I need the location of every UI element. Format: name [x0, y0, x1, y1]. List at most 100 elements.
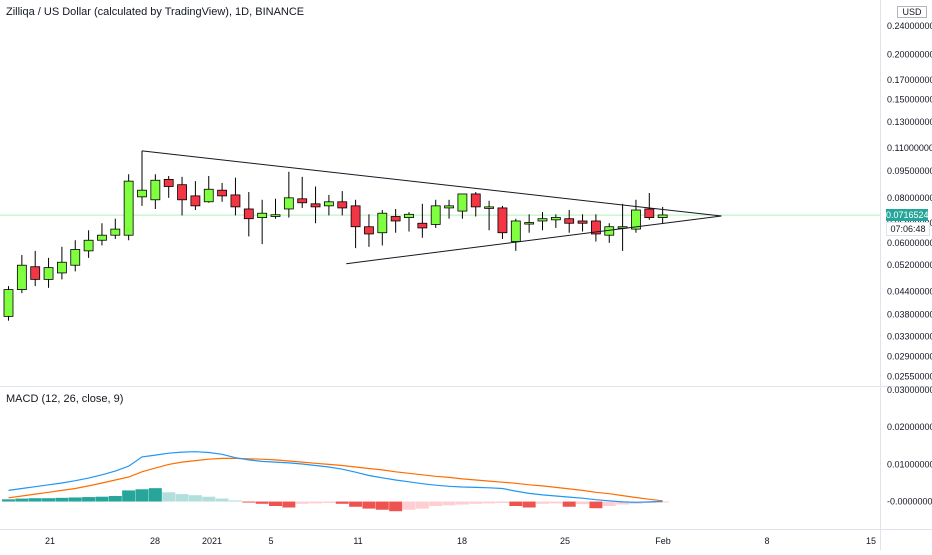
macd-histogram-bar [656, 501, 670, 503]
price-axis-tick-label: 0.03300000 [887, 331, 932, 341]
macd-histogram-bar [509, 501, 523, 507]
candle-up [137, 189, 147, 198]
time-axis-tick-label: 15 [866, 536, 876, 546]
macd-histogram-bar [549, 501, 563, 504]
macd-histogram-bar [589, 501, 603, 509]
time-axis-tick-label: 25 [560, 536, 570, 546]
candle-up [97, 234, 107, 241]
price-axis-tick-label: 0.05200000 [887, 260, 932, 270]
macd-histogram-bar [309, 501, 323, 504]
candle-down [364, 226, 374, 235]
macd-histogram-bar [442, 501, 456, 506]
candle-up [457, 193, 468, 212]
price-axis-tick-label: 0.13000000 [887, 117, 932, 127]
macd-histogram-bar [108, 495, 122, 502]
macd-histogram-bar [562, 501, 576, 507]
macd-histogram-bar [175, 494, 189, 502]
candle-up [524, 222, 535, 225]
macd-histogram-bar [269, 501, 282, 507]
macd-histogram-bar [2, 499, 15, 502]
candle-up [631, 209, 641, 230]
macd-histogram-bar [255, 501, 269, 504]
macd-histogram-bar [68, 497, 82, 502]
candle-up [57, 261, 67, 274]
candle-down [177, 184, 187, 201]
macd-histogram-bar [469, 501, 483, 504]
price-axis-tick-label: 0.09500000 [887, 166, 932, 176]
last-price-tag: 0.07165246 [886, 209, 932, 221]
candle-up [43, 267, 54, 280]
macd-histogram-bar [95, 496, 109, 502]
candle-down [310, 203, 321, 208]
macd-histogram-bar [415, 501, 429, 509]
candle-down [243, 208, 254, 220]
macd-histogram-bar [536, 501, 549, 504]
macd-histogram-bar [389, 501, 403, 512]
time-axis-tick-label: 21 [45, 536, 55, 546]
price-axis-tick-label: 0.08000000 [887, 193, 932, 203]
macd-histogram-bar [429, 501, 443, 507]
macd-histogram-bar [228, 500, 242, 502]
candle-down [163, 178, 174, 187]
candle-down [417, 222, 428, 229]
time-axis-tick-label: 18 [457, 536, 467, 546]
candle-down [497, 207, 508, 234]
macd-histogram-bar [335, 501, 349, 504]
price-axis-tick-label: 0.11000000 [887, 143, 932, 153]
macd-histogram-bar [82, 497, 96, 502]
price-axis-tick-label: 0.02900000 [887, 352, 932, 362]
candle-up [377, 212, 388, 234]
macd-histogram-bar [135, 489, 149, 502]
candle-up [123, 180, 134, 236]
macd-histogram-bar [122, 490, 136, 502]
candle-up [270, 214, 281, 217]
macd-histogram-bar [15, 498, 29, 502]
macd-histogram-bar [55, 497, 69, 502]
macd-axis-tick-label: 0.01000000 [887, 459, 932, 469]
macd-histogram-bar [602, 501, 616, 507]
price-axis-tick-label: 0.24000000 [887, 21, 932, 31]
macd-histogram-bar [576, 501, 590, 505]
candle-up [16, 264, 27, 290]
candle-down [577, 220, 588, 224]
price-axis-tick-label: 0.20000000 [887, 49, 932, 59]
macd-histogram-bar [215, 498, 229, 502]
candle-up [257, 212, 268, 219]
candle-down [564, 218, 575, 224]
price-axis-tick-label: 0.17000000 [887, 75, 932, 85]
macd-histogram-bar [495, 501, 509, 504]
candle-up [404, 213, 414, 219]
candle-up [444, 205, 454, 209]
macd-histogram-bar [282, 501, 296, 508]
macd-histogram-bar [162, 492, 176, 502]
candle-up [83, 239, 94, 252]
price-axis-tick-label: 0.15000000 [887, 94, 932, 104]
countdown-tag: 07:06:48 [886, 222, 930, 236]
macd-signal-line [8, 457, 663, 502]
candle-up [484, 206, 495, 209]
macd-histogram-bar [295, 501, 309, 504]
time-axis-tick-label: 28 [150, 536, 160, 546]
candle-down [230, 194, 241, 208]
candle-down [644, 208, 655, 219]
candle-down [30, 266, 41, 280]
candle-down [591, 220, 601, 235]
candle-down [217, 189, 228, 197]
candle-up [70, 249, 81, 266]
candle-down [470, 193, 481, 208]
currency-label[interactable]: USD [897, 6, 927, 18]
time-axis-tick-label: 8 [764, 536, 769, 546]
candle-down [350, 205, 361, 228]
macd-histogram-bar [202, 496, 216, 502]
macd-indicator-title[interactable]: MACD (12, 26, close, 9) [6, 393, 124, 405]
macd-histogram-bar [616, 501, 630, 505]
macd-histogram-bar [42, 498, 56, 502]
price-axis-tick-label: 0.02550000 [887, 372, 932, 382]
candle-up [150, 179, 161, 201]
macd-histogram-bar [522, 501, 536, 508]
candle-up [550, 216, 561, 221]
macd-histogram-bar [322, 501, 336, 504]
